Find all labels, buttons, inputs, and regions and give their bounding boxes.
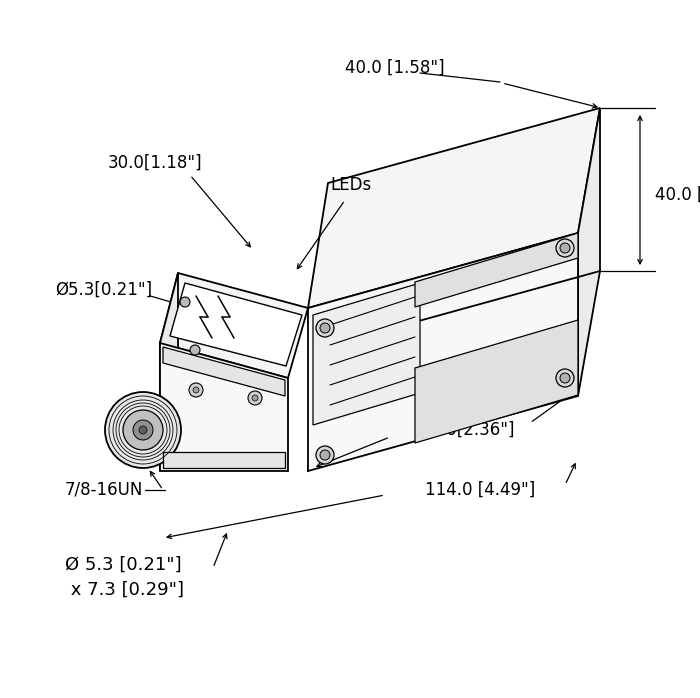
Polygon shape: [170, 283, 302, 366]
Text: 7/8-16UN: 7/8-16UN: [65, 481, 144, 499]
Polygon shape: [160, 273, 308, 378]
Polygon shape: [308, 233, 578, 471]
Text: LEDs: LEDs: [330, 176, 371, 194]
Circle shape: [316, 319, 334, 337]
Circle shape: [248, 391, 262, 405]
Circle shape: [133, 420, 153, 440]
Circle shape: [560, 243, 570, 253]
Polygon shape: [313, 283, 420, 425]
Circle shape: [190, 345, 200, 355]
Polygon shape: [160, 273, 178, 471]
Circle shape: [560, 373, 570, 383]
Polygon shape: [160, 343, 288, 471]
Circle shape: [556, 369, 574, 387]
Circle shape: [123, 410, 163, 450]
Polygon shape: [308, 108, 600, 308]
Circle shape: [139, 426, 147, 434]
Circle shape: [189, 383, 203, 397]
Text: 60.0[2.36"]: 60.0[2.36"]: [421, 421, 515, 439]
Text: 114.0 [4.49"]: 114.0 [4.49"]: [425, 481, 535, 499]
Text: 30.0[1.18"]: 30.0[1.18"]: [108, 154, 202, 172]
Text: Ø5.3[0.21"]: Ø5.3[0.21"]: [55, 281, 152, 299]
Text: Ø 5.3 [0.21"]: Ø 5.3 [0.21"]: [65, 556, 181, 574]
Text: 40.0 [1.58"]: 40.0 [1.58"]: [655, 186, 700, 204]
Circle shape: [556, 239, 574, 257]
Polygon shape: [163, 452, 285, 468]
Circle shape: [193, 387, 199, 393]
Circle shape: [316, 446, 334, 464]
Circle shape: [105, 392, 181, 468]
Circle shape: [320, 323, 330, 333]
Polygon shape: [415, 233, 578, 307]
Polygon shape: [163, 347, 285, 396]
Polygon shape: [415, 320, 578, 443]
Circle shape: [320, 450, 330, 460]
Circle shape: [180, 297, 190, 307]
Text: 40.0 [1.58"]: 40.0 [1.58"]: [345, 59, 444, 77]
Polygon shape: [578, 108, 600, 396]
Circle shape: [252, 395, 258, 401]
Text: x 7.3 [0.29"]: x 7.3 [0.29"]: [65, 581, 184, 599]
